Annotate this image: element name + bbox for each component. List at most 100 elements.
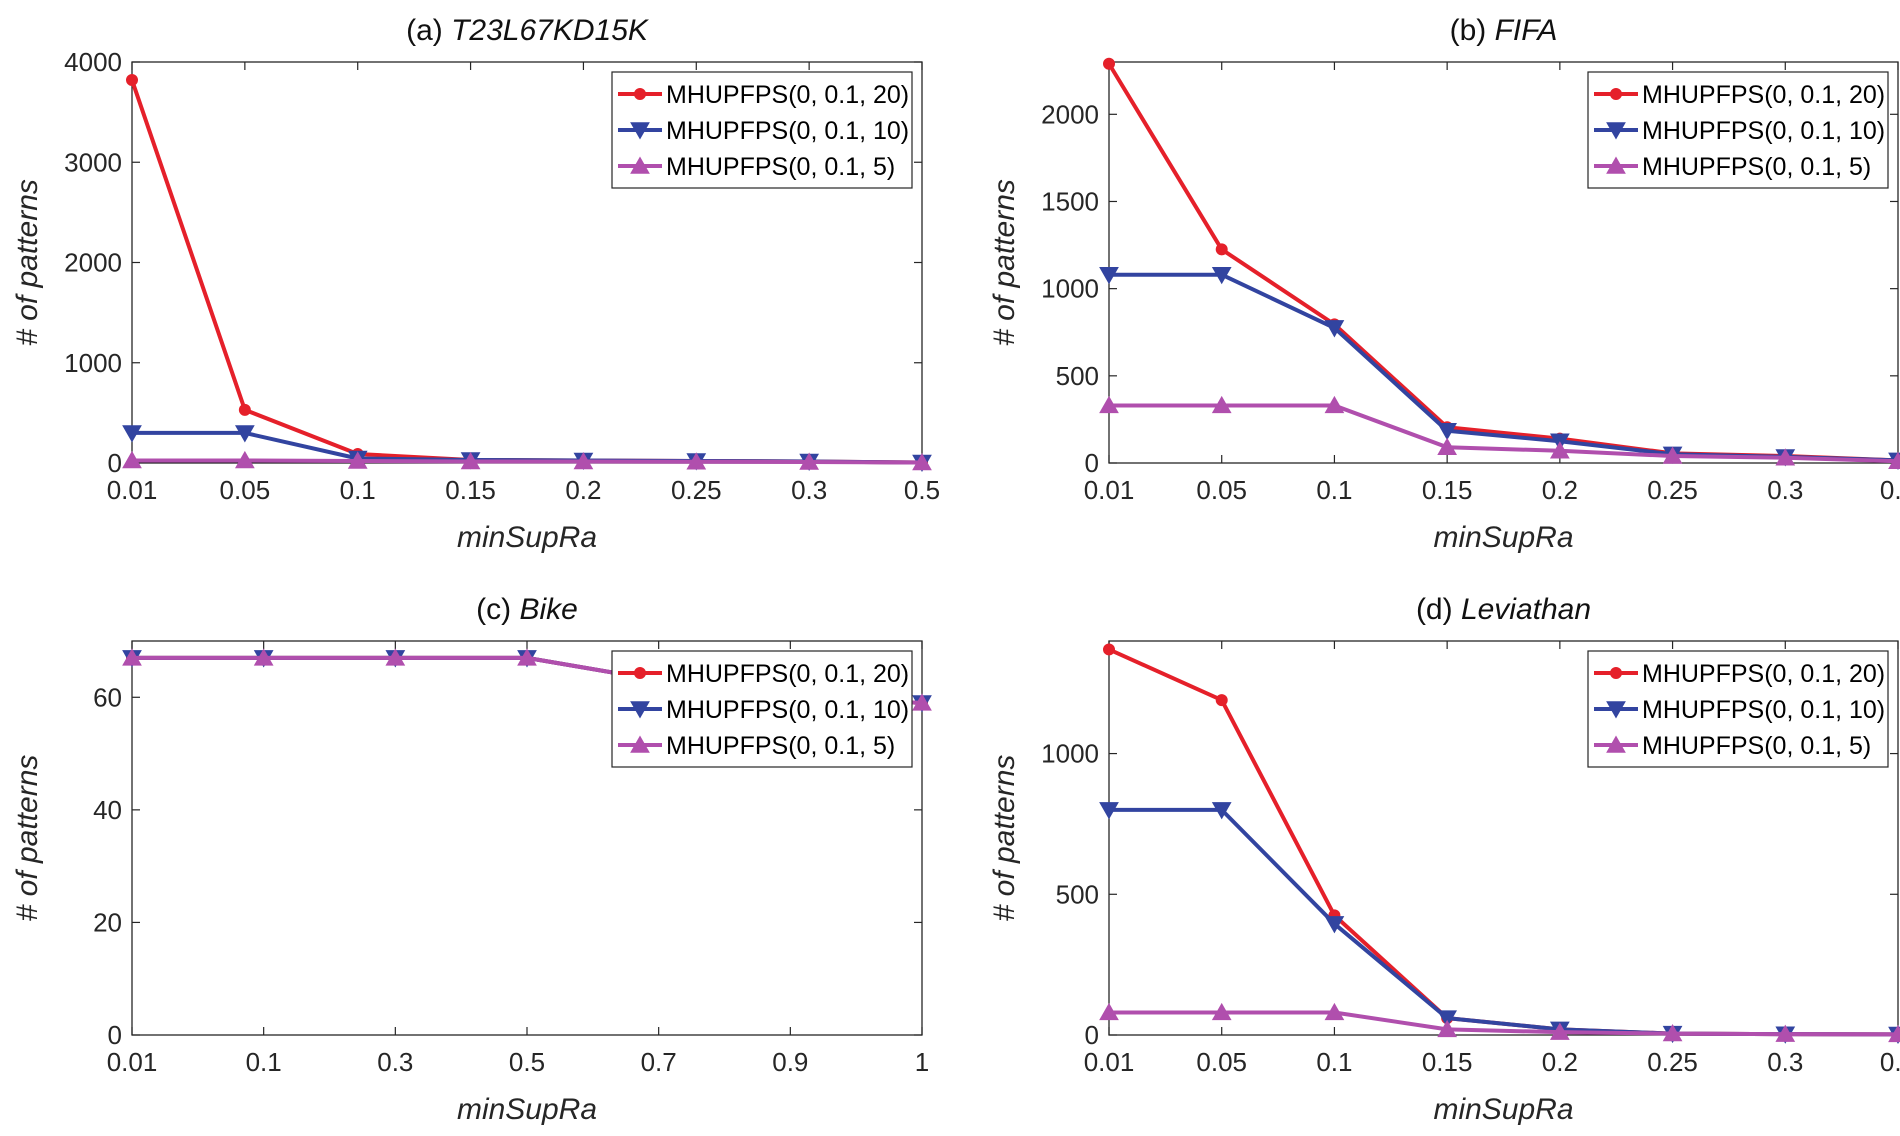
data-point [1211, 1002, 1232, 1021]
legend-swatch-marker [630, 122, 650, 140]
x-tick-label: 0.3 [791, 475, 827, 505]
data-point [1662, 446, 1683, 464]
data-point [1324, 1002, 1345, 1021]
x-tick-label: 0.3 [1767, 475, 1803, 505]
data-point [385, 648, 406, 666]
data-point [1215, 243, 1228, 256]
x-tick-label: 0.15 [1422, 1047, 1473, 1077]
data-point [122, 648, 142, 666]
data-point [122, 425, 142, 443]
chart-title: (b) FIFA [1450, 14, 1558, 47]
legend-swatch-marker [1606, 735, 1626, 753]
data-point [347, 451, 368, 469]
y-axis-label: # of patterns [988, 179, 1021, 346]
data-point [126, 74, 138, 87]
data-point [1888, 451, 1900, 469]
legend-label: MHUPFPS(0, 0.1, 20) [666, 660, 909, 688]
x-tick-label: 0.5 [904, 475, 940, 505]
x-tick-label: 1 [915, 1047, 929, 1077]
legend-label: MHUPFPS(0, 0.1, 10) [1642, 117, 1885, 145]
panel-c: 0.01 0.1 0.3 0.5 0.7 0.9 1 0 20 40 60 (c) Bike minSu… [11, 593, 932, 1126]
x-tick-label: 0.05 [1196, 1047, 1247, 1077]
chart-title-name: T23L67KD15K [451, 14, 650, 47]
x-tick-label: 0.5 [509, 1047, 545, 1077]
legend-label: MHUPFPS(0, 0.1, 5) [666, 732, 895, 760]
data-point [799, 452, 820, 470]
legend-label: MHUPFPS(0, 0.1, 20) [1642, 81, 1885, 109]
x-tick-label: 0.15 [1422, 475, 1473, 505]
y-tick-label: 40 [93, 795, 122, 825]
x-tick-label: 0.01 [107, 1047, 158, 1077]
series-line [1109, 1010, 1899, 1037]
series-line [1109, 403, 1899, 464]
data-point [1211, 267, 1232, 285]
data-point [1103, 57, 1115, 70]
panel-b: 0.01 0.05 0.1 0.15 0.2 0.25 0.3 0.5 0 500 1000 1500… [988, 14, 1900, 554]
y-tick-label: 1000 [64, 348, 122, 378]
x-tick-label: 0.25 [1647, 475, 1698, 505]
y-tick-label: 2000 [64, 248, 122, 278]
x-tick-label: 0.01 [1084, 475, 1135, 505]
data-point [1099, 267, 1119, 285]
legend-label: MHUPFPS(0, 0.1, 5) [1642, 153, 1871, 181]
x-tick-label: 0.3 [377, 1047, 413, 1077]
x-tick-label: 0.01 [107, 475, 158, 505]
chart-title: (a) T23L67KD15K [406, 14, 650, 47]
data-point [1437, 437, 1458, 456]
chart-title-name: FIFA [1495, 14, 1558, 47]
data-point [1662, 1024, 1683, 1042]
x-tick-label: 0.1 [246, 1047, 282, 1077]
chart-title: (d) Leviathan [1416, 593, 1591, 626]
legend-label: MHUPFPS(0, 0.1, 20) [666, 81, 909, 109]
legend-label: MHUPFPS(0, 0.1, 20) [1642, 660, 1885, 688]
y-tick-label: 0 [108, 1020, 122, 1050]
data-point [253, 648, 274, 666]
x-tick-label: 0.5 [1880, 475, 1900, 505]
y-tick-label: 60 [93, 682, 122, 712]
data-point [1211, 802, 1232, 820]
y-tick-label: 1000 [1041, 274, 1099, 304]
y-tick-label: 20 [93, 907, 122, 937]
data-point [460, 451, 481, 470]
x-tick-label: 0.1 [1316, 1047, 1352, 1077]
x-axis-label: minSupRa [457, 1093, 597, 1126]
legend-swatch-marker [1606, 156, 1626, 174]
legend-swatch-marker [1606, 701, 1626, 719]
x-tick-label: 0.05 [220, 475, 271, 505]
legend-label: MHUPFPS(0, 0.1, 5) [666, 153, 895, 181]
x-tick-label: 0.25 [1647, 1047, 1698, 1077]
data-point [912, 693, 932, 711]
data-point [1775, 448, 1796, 466]
legend: MHUPFPS(0, 0.1, 20) MHUPFPS(0, 0.1, 10) MH… [611, 71, 913, 189]
x-tick-label: 0.5 [1880, 1047, 1900, 1077]
series-2 [1099, 395, 1900, 469]
data-point [1099, 802, 1119, 820]
data-point [1437, 1019, 1458, 1038]
x-tick-label: 0.2 [1542, 1047, 1578, 1077]
y-axis-label: # of patterns [11, 179, 44, 346]
y-tick-label: 1500 [1041, 186, 1099, 216]
series-2 [1099, 1002, 1900, 1043]
data-point [1215, 694, 1228, 707]
series-2 [122, 450, 932, 471]
data-point [573, 451, 594, 470]
chart-title-prefix: (c) [476, 593, 519, 626]
legend-swatch-marker [630, 735, 650, 753]
chart-title-prefix: (b) [1450, 14, 1495, 47]
data-point [1549, 441, 1570, 459]
x-tick-label: 0.2 [1542, 475, 1578, 505]
legend-swatch-marker [630, 156, 650, 174]
y-tick-label: 0 [1085, 1020, 1099, 1050]
legend-swatch-marker [630, 701, 650, 719]
legend: MHUPFPS(0, 0.1, 20) MHUPFPS(0, 0.1, 10) MH… [1587, 650, 1889, 768]
x-tick-label: 0.7 [641, 1047, 677, 1077]
panel-a: 0.01 0.05 0.1 0.15 0.2 0.25 0.3 0.5 0 1000 2000 300… [11, 14, 940, 554]
y-tick-label: 500 [1056, 879, 1099, 909]
data-point [234, 425, 255, 443]
y-tick-label: 3000 [64, 147, 122, 177]
x-axis-label: minSupRa [457, 521, 597, 554]
y-tick-label: 1000 [1041, 739, 1099, 769]
legend-label: MHUPFPS(0, 0.1, 5) [1642, 732, 1871, 760]
chart-title: (c) Bike [476, 593, 578, 626]
